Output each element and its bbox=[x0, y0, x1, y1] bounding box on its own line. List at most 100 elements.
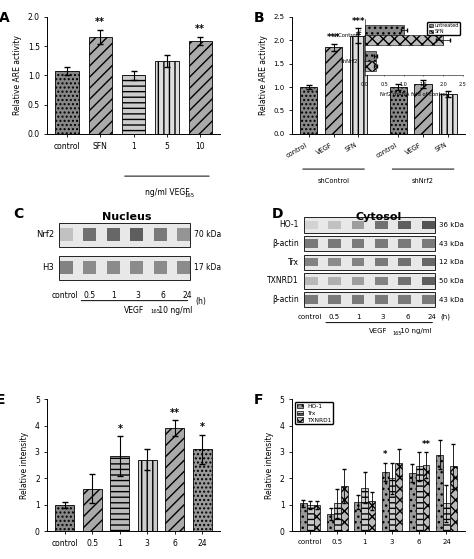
Text: 10 ng/ml: 10 ng/ml bbox=[156, 306, 192, 315]
Text: 10 ng/ml: 10 ng/ml bbox=[398, 328, 432, 334]
Bar bbox=[352, 277, 365, 285]
Text: control: control bbox=[297, 314, 321, 320]
Bar bbox=[325, 47, 342, 134]
Bar bbox=[314, 505, 320, 531]
Bar bbox=[304, 292, 435, 307]
Bar bbox=[83, 489, 102, 531]
Text: B: B bbox=[254, 11, 265, 25]
Bar bbox=[165, 428, 184, 531]
Text: 0.5: 0.5 bbox=[83, 291, 95, 300]
Text: β-actin: β-actin bbox=[272, 239, 299, 248]
Text: Cytosol: Cytosol bbox=[355, 212, 401, 222]
Bar bbox=[422, 239, 435, 248]
Bar bbox=[422, 258, 435, 267]
Bar bbox=[59, 222, 191, 247]
Bar bbox=[375, 277, 388, 285]
Text: *: * bbox=[118, 424, 122, 434]
Bar bbox=[304, 273, 435, 288]
Text: 6: 6 bbox=[160, 291, 165, 300]
Text: 36 kDa: 36 kDa bbox=[438, 222, 464, 228]
Bar bbox=[304, 254, 435, 270]
Bar bbox=[443, 503, 450, 531]
Bar bbox=[450, 466, 456, 531]
Bar bbox=[305, 295, 318, 304]
Bar bbox=[399, 277, 411, 285]
Text: shControl: shControl bbox=[318, 178, 349, 184]
Bar bbox=[193, 449, 212, 531]
Text: 43 kDa: 43 kDa bbox=[438, 240, 464, 247]
Text: 1: 1 bbox=[111, 291, 116, 300]
Text: *: * bbox=[383, 451, 387, 459]
Bar bbox=[439, 94, 456, 134]
Bar bbox=[328, 221, 341, 229]
Text: *: * bbox=[200, 422, 205, 432]
Bar bbox=[107, 261, 120, 274]
Bar bbox=[189, 41, 212, 134]
Bar bbox=[409, 473, 416, 531]
Text: C: C bbox=[13, 207, 23, 221]
Bar bbox=[55, 70, 79, 134]
Bar bbox=[304, 217, 435, 233]
Bar bbox=[334, 503, 341, 531]
Text: 3: 3 bbox=[381, 314, 385, 320]
Text: **: ** bbox=[195, 25, 205, 34]
Bar bbox=[414, 84, 432, 134]
Bar bbox=[382, 472, 389, 531]
Bar bbox=[395, 462, 402, 531]
Bar bbox=[422, 277, 435, 285]
Bar bbox=[375, 258, 388, 267]
Text: 6: 6 bbox=[405, 314, 410, 320]
Bar bbox=[361, 487, 368, 531]
Text: shNrf2: shNrf2 bbox=[412, 178, 434, 184]
Y-axis label: Relative ARE activity: Relative ARE activity bbox=[13, 35, 22, 115]
Bar bbox=[305, 277, 318, 285]
Bar bbox=[55, 505, 74, 531]
Text: **: ** bbox=[170, 408, 180, 418]
Bar bbox=[399, 239, 411, 248]
Bar bbox=[390, 87, 407, 134]
Bar bbox=[436, 454, 443, 531]
Legend: HO-1, Trx, TXNRD1: HO-1, Trx, TXNRD1 bbox=[295, 402, 333, 424]
Bar bbox=[154, 228, 166, 241]
Text: VEGF: VEGF bbox=[369, 328, 388, 334]
Bar bbox=[328, 239, 341, 248]
Text: 165: 165 bbox=[392, 331, 402, 336]
Bar bbox=[305, 221, 318, 229]
Text: 24: 24 bbox=[182, 291, 192, 300]
Bar bbox=[83, 261, 96, 274]
Bar bbox=[328, 258, 341, 267]
Bar bbox=[416, 466, 423, 531]
Bar bbox=[154, 261, 166, 274]
Text: (h): (h) bbox=[440, 314, 450, 320]
Y-axis label: Relative intensity: Relative intensity bbox=[20, 432, 29, 499]
Bar bbox=[122, 75, 145, 134]
Bar bbox=[327, 514, 334, 531]
Text: TXNRD1: TXNRD1 bbox=[267, 276, 299, 285]
Text: E: E bbox=[0, 392, 5, 406]
Bar bbox=[352, 221, 365, 229]
Bar bbox=[89, 37, 112, 134]
Bar bbox=[399, 258, 411, 267]
Bar bbox=[423, 465, 429, 531]
Text: F: F bbox=[254, 392, 264, 406]
Bar bbox=[300, 87, 318, 134]
Text: **: ** bbox=[421, 440, 430, 449]
Text: **: ** bbox=[95, 17, 105, 27]
Text: VEGF: VEGF bbox=[123, 306, 144, 315]
Bar bbox=[352, 295, 365, 304]
Text: 17 kDa: 17 kDa bbox=[194, 263, 221, 272]
Bar bbox=[341, 486, 348, 531]
Bar bbox=[399, 295, 411, 304]
Bar bbox=[355, 502, 361, 531]
Text: β-actin: β-actin bbox=[272, 295, 299, 304]
Bar bbox=[399, 221, 411, 229]
Bar bbox=[305, 258, 318, 267]
Text: Trx: Trx bbox=[288, 258, 299, 267]
Bar bbox=[177, 261, 190, 274]
Bar bbox=[304, 236, 435, 251]
Text: H3: H3 bbox=[43, 263, 55, 272]
Bar bbox=[60, 261, 73, 274]
Text: ng/ml VEGF: ng/ml VEGF bbox=[145, 188, 189, 197]
Bar bbox=[368, 501, 375, 531]
Text: ***: *** bbox=[352, 17, 365, 26]
